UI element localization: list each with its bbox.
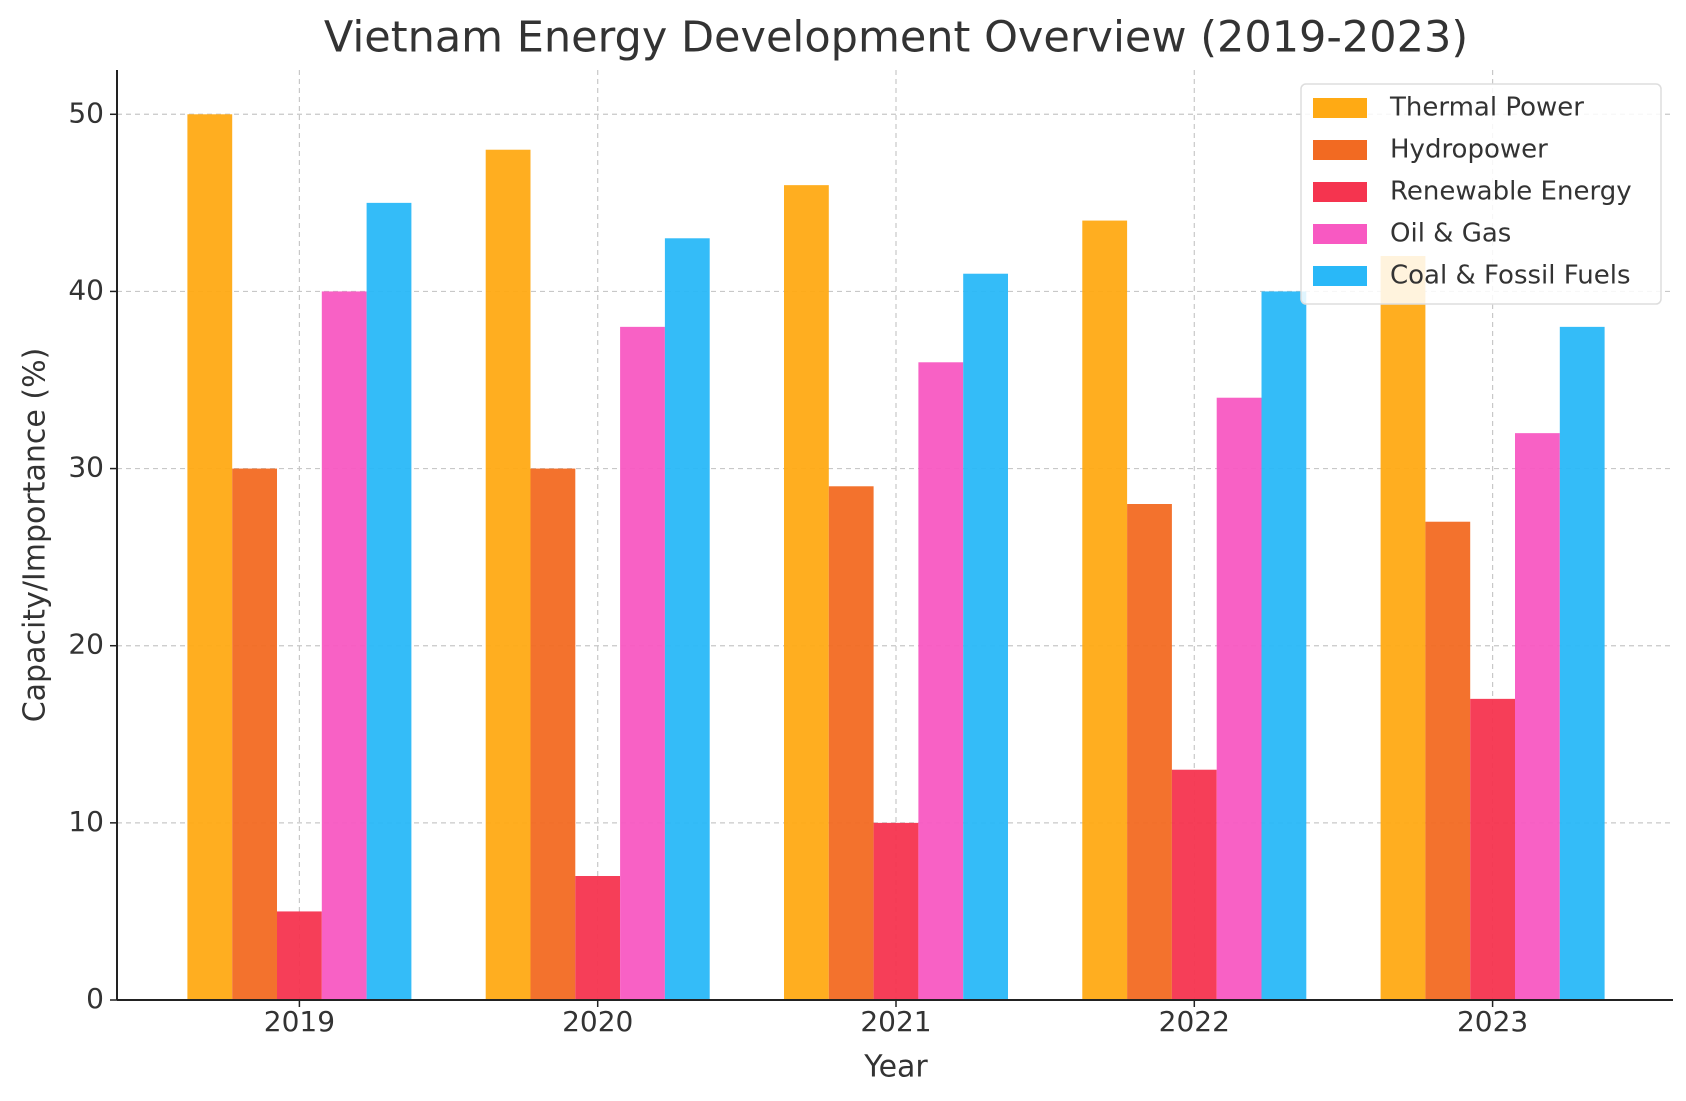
bar xyxy=(232,468,277,1001)
legend-swatch xyxy=(1313,224,1367,244)
legend-label: Hydropower xyxy=(1390,135,1548,165)
y-tick-label: 20 xyxy=(68,628,104,661)
bar xyxy=(1425,521,1471,1000)
legend-swatch xyxy=(1313,266,1367,286)
bar xyxy=(1261,291,1307,1000)
legend-label: Renewable Energy xyxy=(1390,177,1632,207)
legend-label: Coal & Fossil Fuels xyxy=(1390,261,1631,291)
x-axis-label: Year xyxy=(863,1050,928,1085)
legend: Thermal Power Hydropower Renewable Energy O… xyxy=(1300,83,1662,305)
bar xyxy=(620,326,665,1000)
x-tick-label: 2023 xyxy=(1457,1005,1528,1038)
x-tick-label: 2021 xyxy=(860,1005,931,1038)
bar xyxy=(321,291,367,1000)
bar xyxy=(575,876,621,1000)
y-tick-label: 10 xyxy=(68,805,104,838)
legend-swatch xyxy=(1313,140,1367,160)
bar xyxy=(1171,769,1217,1000)
x-tick-label: 2019 xyxy=(264,1005,335,1038)
y-tick-label: 30 xyxy=(68,451,104,484)
bar xyxy=(187,114,233,1001)
bar xyxy=(1380,256,1426,1000)
bar xyxy=(1559,326,1605,1000)
bar xyxy=(828,486,874,1000)
bar xyxy=(277,911,322,1000)
bar xyxy=(963,273,1008,1000)
bar xyxy=(1082,220,1128,1001)
bar xyxy=(1515,433,1560,1001)
legend-label: Oil & Gas xyxy=(1390,219,1511,249)
legend-label: Thermal Power xyxy=(1389,93,1584,123)
bar xyxy=(784,185,829,1001)
legend-swatch xyxy=(1313,182,1367,202)
bar xyxy=(530,468,576,1001)
bar xyxy=(1127,504,1172,1000)
bar xyxy=(485,149,531,1000)
bar xyxy=(366,202,412,1000)
y-tick-label: 50 xyxy=(68,96,104,129)
bar xyxy=(873,822,919,1000)
bar xyxy=(1216,397,1262,1000)
legend-box xyxy=(1300,83,1662,305)
bar xyxy=(1470,698,1515,1000)
y-tick-label: 0 xyxy=(86,982,104,1015)
x-tick-label: 2022 xyxy=(1159,1005,1230,1038)
x-tick-label: 2020 xyxy=(562,1005,633,1038)
chart-title: Vietnam Energy Development Overview (201… xyxy=(324,13,1468,63)
y-axis-label: Capacity/Importance (%) xyxy=(18,348,53,723)
bar xyxy=(664,238,710,1001)
bar xyxy=(918,362,964,1000)
y-tick-label: 40 xyxy=(68,273,104,306)
legend-swatch xyxy=(1313,98,1367,118)
